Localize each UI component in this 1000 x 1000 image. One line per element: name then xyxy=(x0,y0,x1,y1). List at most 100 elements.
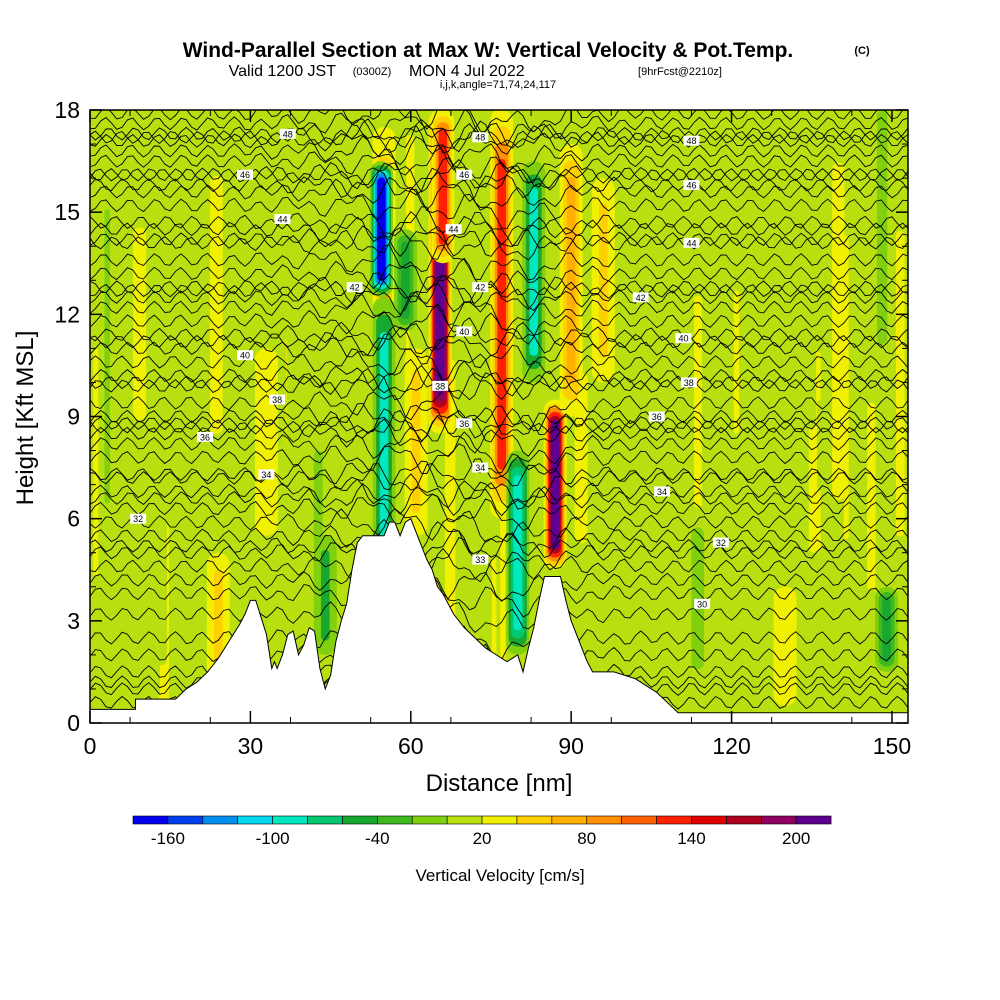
theta-contour xyxy=(90,388,908,432)
colorbar-tick-label: -100 xyxy=(256,829,290,848)
y-tick-label: 3 xyxy=(67,608,80,634)
colorbar-swatch xyxy=(516,815,553,825)
field-texture-streak xyxy=(666,110,674,331)
colorbar-tick-label: 200 xyxy=(782,829,810,848)
theta-contour-label: 44 xyxy=(274,213,291,224)
svg-text:33: 33 xyxy=(475,555,485,565)
theta-contour-label: 40 xyxy=(456,326,473,337)
field-texture-streak xyxy=(816,399,826,491)
theta-contour xyxy=(90,407,908,442)
theta-contour-label: 32 xyxy=(130,513,147,524)
field-texture-streak xyxy=(574,372,588,544)
colorbar-swatch xyxy=(795,815,832,825)
svg-text:42: 42 xyxy=(350,283,360,293)
theta-contour-label: 40 xyxy=(675,333,692,344)
svg-text:40: 40 xyxy=(240,351,250,361)
colorbar: -160 -100 -40 20 80 140 200 xyxy=(132,815,832,848)
theta-contour xyxy=(90,120,908,154)
colorbar-label: Vertical Velocity [cm/s] xyxy=(415,866,584,885)
theta-contour xyxy=(90,598,908,634)
theta-contour-label: 42 xyxy=(632,292,649,303)
theta-contour xyxy=(90,244,908,281)
theta-contour-label: 44 xyxy=(683,237,700,248)
downdraft-plume xyxy=(882,596,891,662)
theta-contour-label: 44 xyxy=(445,224,462,235)
x-axis: 0 30 60 90 120 150 xyxy=(84,110,911,759)
field-texture-streak xyxy=(706,351,716,457)
theta-contour-label: 30 xyxy=(694,598,711,609)
svg-text:42: 42 xyxy=(475,283,485,293)
svg-text:48: 48 xyxy=(283,129,293,139)
y-tick-label: 18 xyxy=(54,97,80,123)
x-axis-label: Distance [nm] xyxy=(426,770,573,797)
downdraft-plume xyxy=(529,187,539,356)
svg-text:48: 48 xyxy=(475,133,485,143)
theta-contour xyxy=(90,280,908,316)
theta-contour xyxy=(90,537,908,575)
y-tick-label: 15 xyxy=(54,199,80,225)
colorbar-swatch xyxy=(621,815,657,825)
colorbar-swatch xyxy=(202,815,239,825)
theta-contour-label: 38 xyxy=(680,377,697,388)
theta-contour-label: 48 xyxy=(472,132,489,143)
field-texture-streak xyxy=(832,162,845,501)
theta-contour xyxy=(90,409,908,443)
theta-contour-label: 36 xyxy=(196,431,213,442)
svg-text:[9hrFcst@2210z]: [9hrFcst@2210z] xyxy=(638,66,722,78)
theta-contour-label: 48 xyxy=(279,128,296,139)
theta-contour-label: 34 xyxy=(472,462,489,473)
colorbar-swatch xyxy=(726,815,762,825)
svg-text:34: 34 xyxy=(657,487,667,497)
x-tick-label: 90 xyxy=(558,733,584,759)
theta-contour xyxy=(90,333,908,369)
y-tick-label: 6 xyxy=(67,506,80,532)
svg-text:36: 36 xyxy=(459,419,469,429)
svg-text:38: 38 xyxy=(272,395,282,405)
theta-contour-label: 38 xyxy=(432,380,449,391)
theta-contour xyxy=(90,167,908,203)
theta-contour-label: 42 xyxy=(472,282,489,293)
svg-text:38: 38 xyxy=(435,381,445,391)
theta-contour xyxy=(90,291,908,331)
downdraft-plume xyxy=(513,475,523,631)
colorbar-tick-label: 140 xyxy=(677,829,705,848)
field-texture-streak xyxy=(133,227,147,420)
svg-text:34: 34 xyxy=(261,470,271,480)
theta-contour-label: 46 xyxy=(683,179,700,190)
colorbar-swatch xyxy=(656,815,692,825)
x-tick-label: 60 xyxy=(398,733,424,759)
svg-text:40: 40 xyxy=(678,334,688,344)
colorbar-tick-label: -160 xyxy=(151,829,185,848)
theta-contour-label: 36 xyxy=(456,418,473,429)
theta-contour-label: 38 xyxy=(269,394,286,405)
theta-contour xyxy=(90,188,908,230)
y-tick-label: 12 xyxy=(54,301,80,327)
theta-contour xyxy=(90,528,908,562)
y-axis-label: Height [Kft MSL] xyxy=(12,331,39,506)
svg-text:36: 36 xyxy=(200,432,210,442)
theta-contour-label: 34 xyxy=(654,486,671,497)
contour-labels: 30 32 32 33 34 34 34 36 36 36 38 38 38 40 40 40 42 42 42 44… xyxy=(130,128,729,609)
theta-contour xyxy=(90,227,908,260)
theta-contour-label: 46 xyxy=(237,169,254,180)
colorbar-swatch xyxy=(481,815,518,825)
colorbar-swatch xyxy=(551,815,588,825)
svg-text:44: 44 xyxy=(277,214,287,224)
theta-contour xyxy=(90,110,908,146)
svg-text:48: 48 xyxy=(686,136,696,146)
svg-text:38: 38 xyxy=(684,378,694,388)
svg-text:42: 42 xyxy=(636,293,646,303)
potential-temperature-contours xyxy=(90,110,908,723)
updraft-plume xyxy=(598,202,608,358)
colorbar-swatch xyxy=(167,815,204,825)
theta-contour-label: 33 xyxy=(472,554,489,565)
svg-text:44: 44 xyxy=(449,225,459,235)
colorbar-swatch xyxy=(586,815,622,825)
theta-contour xyxy=(90,426,908,478)
chart-title: Wind-Parallel Section at Max W: Vertical… xyxy=(183,39,794,62)
theta-contour xyxy=(90,144,908,184)
field-texture-streak xyxy=(196,198,204,428)
theta-contour xyxy=(90,135,908,173)
